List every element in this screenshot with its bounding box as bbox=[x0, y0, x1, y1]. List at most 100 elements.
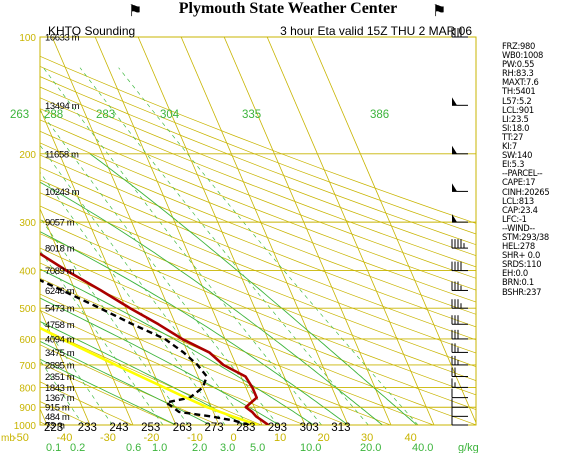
wind-barb-pennant bbox=[452, 97, 457, 106]
height-label: 915 m bbox=[45, 403, 70, 414]
header-banner: ⚑ Plymouth State Weather Center ⚑ bbox=[0, 0, 576, 22]
index-line: BSHR:237 bbox=[502, 286, 542, 297]
wind-barb bbox=[451, 355, 468, 366]
mixing-ratio-tick-label: 5.0 bbox=[250, 442, 265, 453]
height-label: 11658 m bbox=[45, 149, 79, 160]
dry-adiabat-line bbox=[40, 66, 476, 235]
station-label: KHTO Sounding bbox=[48, 24, 135, 38]
index-line: --PARCEL-- bbox=[502, 168, 543, 179]
pressure-tick-label: 1000 bbox=[14, 421, 37, 432]
mixing-ratio-line bbox=[40, 171, 226, 425]
wind-barb bbox=[452, 145, 468, 155]
index-line: FRZ:980 bbox=[502, 41, 536, 51]
isotherm-line bbox=[40, 107, 177, 425]
sounding-indices-panel: FRZ:980 WB0:1008 PW:0.55 RH:83.3 MAXT:7.6 TH:… bbox=[502, 41, 576, 297]
mixing-ratio-line bbox=[43, 67, 322, 425]
pressure-tick-label: 900 bbox=[19, 403, 36, 414]
mixing-ratio-tick-label: 0.6 bbox=[126, 442, 141, 453]
mixing-ratio-line bbox=[40, 359, 84, 425]
kelvin-tick-label: 233 bbox=[78, 422, 97, 434]
moist-adiabat-line bbox=[40, 340, 211, 425]
index-line: LFC:-1 bbox=[502, 213, 527, 224]
index-line: CAP:23.4 bbox=[502, 204, 538, 215]
pressure-tick-label: 600 bbox=[19, 335, 36, 346]
height-label: 6246 m bbox=[45, 286, 75, 297]
height-label: 8018 m bbox=[45, 244, 75, 255]
index-line: EI:5.3 bbox=[502, 159, 525, 170]
dry-adiabat-line bbox=[40, 55, 476, 224]
dry-adiabat-line bbox=[40, 97, 476, 268]
wind-barb bbox=[451, 239, 468, 249]
parcel-profile-line bbox=[40, 326, 259, 425]
dry-adiabat-line bbox=[40, 247, 476, 425]
index-line: SRDS:110 bbox=[502, 259, 542, 270]
dry-adiabat-line bbox=[40, 277, 391, 425]
dry-adiabat-line bbox=[40, 219, 476, 396]
isotherm-line bbox=[51, 37, 220, 425]
temperature-tick-label: 0 bbox=[231, 432, 237, 444]
mixing-ratio-line bbox=[40, 217, 189, 425]
dry-adiabat-line bbox=[40, 119, 476, 291]
height-label: 10243 m bbox=[45, 187, 80, 198]
height-label: 9057 m bbox=[45, 218, 75, 229]
wind-barb bbox=[452, 183, 468, 192]
kelvin-tick-label: 283 bbox=[236, 422, 255, 434]
mixing-ratio-tick-label: 2.0 bbox=[192, 442, 207, 453]
mixing-ratio-unit: g/kg bbox=[458, 442, 479, 453]
index-line: BRN:0.1 bbox=[502, 277, 534, 288]
dry-adiabat-line bbox=[40, 154, 476, 328]
dewpoint-profile-line bbox=[40, 278, 250, 425]
theta-label: 335 bbox=[242, 109, 261, 121]
pennant-left-icon: ⚑ bbox=[128, 1, 143, 20]
index-line: L57:5.2 bbox=[502, 95, 532, 106]
wind-barb-pennant bbox=[452, 183, 457, 192]
wind-barb bbox=[451, 315, 468, 325]
index-line: SI:18.0 bbox=[502, 122, 530, 133]
index-line: RH:83.3 bbox=[502, 68, 534, 79]
isotherm-line bbox=[40, 307, 91, 425]
kelvin-tick-label: 273 bbox=[205, 422, 224, 434]
temperature-tick-label: 20 bbox=[318, 432, 330, 444]
wind-barb bbox=[451, 407, 468, 417]
mixing-ratio-line bbox=[40, 144, 249, 425]
pressure-tick-label: 200 bbox=[19, 150, 36, 161]
height-label: 5473 m bbox=[45, 304, 75, 315]
mixing-ratio-tick-label: 1.0 bbox=[152, 442, 167, 453]
height-label: 73 m bbox=[45, 421, 65, 432]
index-line: STM:293/38 bbox=[502, 231, 549, 242]
dry-adiabat-line bbox=[40, 108, 476, 279]
temperature-profile-line bbox=[40, 252, 270, 425]
dry-adiabat-line bbox=[40, 233, 476, 410]
theta-label: 263 bbox=[10, 109, 29, 121]
index-line: LCL:901 bbox=[502, 104, 534, 115]
height-label: 1843 m bbox=[45, 383, 75, 394]
wind-barb bbox=[451, 329, 468, 340]
pressure-tick-label: 500 bbox=[19, 304, 36, 315]
height-label: 7089 m bbox=[45, 266, 75, 277]
index-line: TT:27 bbox=[502, 131, 524, 142]
mixing-ratio-tick-label: 3.0 bbox=[220, 442, 235, 453]
wind-barb bbox=[451, 281, 468, 291]
height-label: 2351 m bbox=[45, 372, 75, 383]
index-line: CAPE:17 bbox=[502, 177, 536, 188]
theta-label: 386 bbox=[370, 109, 389, 121]
index-line: WB0:1008 bbox=[502, 50, 544, 61]
wind-barb bbox=[451, 388, 468, 399]
dry-adiabat-line bbox=[40, 205, 476, 381]
wind-barb-pennant bbox=[452, 214, 457, 223]
height-label: 16633 m bbox=[45, 33, 80, 44]
dry-adiabat-line bbox=[40, 130, 476, 303]
dry-adiabat-line bbox=[40, 381, 133, 425]
index-line: PW:0.55 bbox=[502, 59, 535, 70]
pressure-tick-label: 300 bbox=[19, 218, 36, 229]
mixing-ratio-tick-label: 40.0 bbox=[412, 442, 433, 453]
pressure-tick-label: 400 bbox=[19, 267, 36, 278]
index-line: EH:0.0 bbox=[502, 268, 528, 279]
dry-adiabat-line bbox=[40, 362, 176, 425]
kelvin-tick-label: 313 bbox=[331, 422, 350, 434]
pennant-right-icon: ⚑ bbox=[432, 1, 447, 20]
pressure-tick-label: 800 bbox=[19, 383, 36, 394]
wind-barb-pennant bbox=[452, 145, 457, 154]
wind-barb bbox=[451, 261, 468, 272]
dry-adiabat-line bbox=[40, 179, 476, 354]
